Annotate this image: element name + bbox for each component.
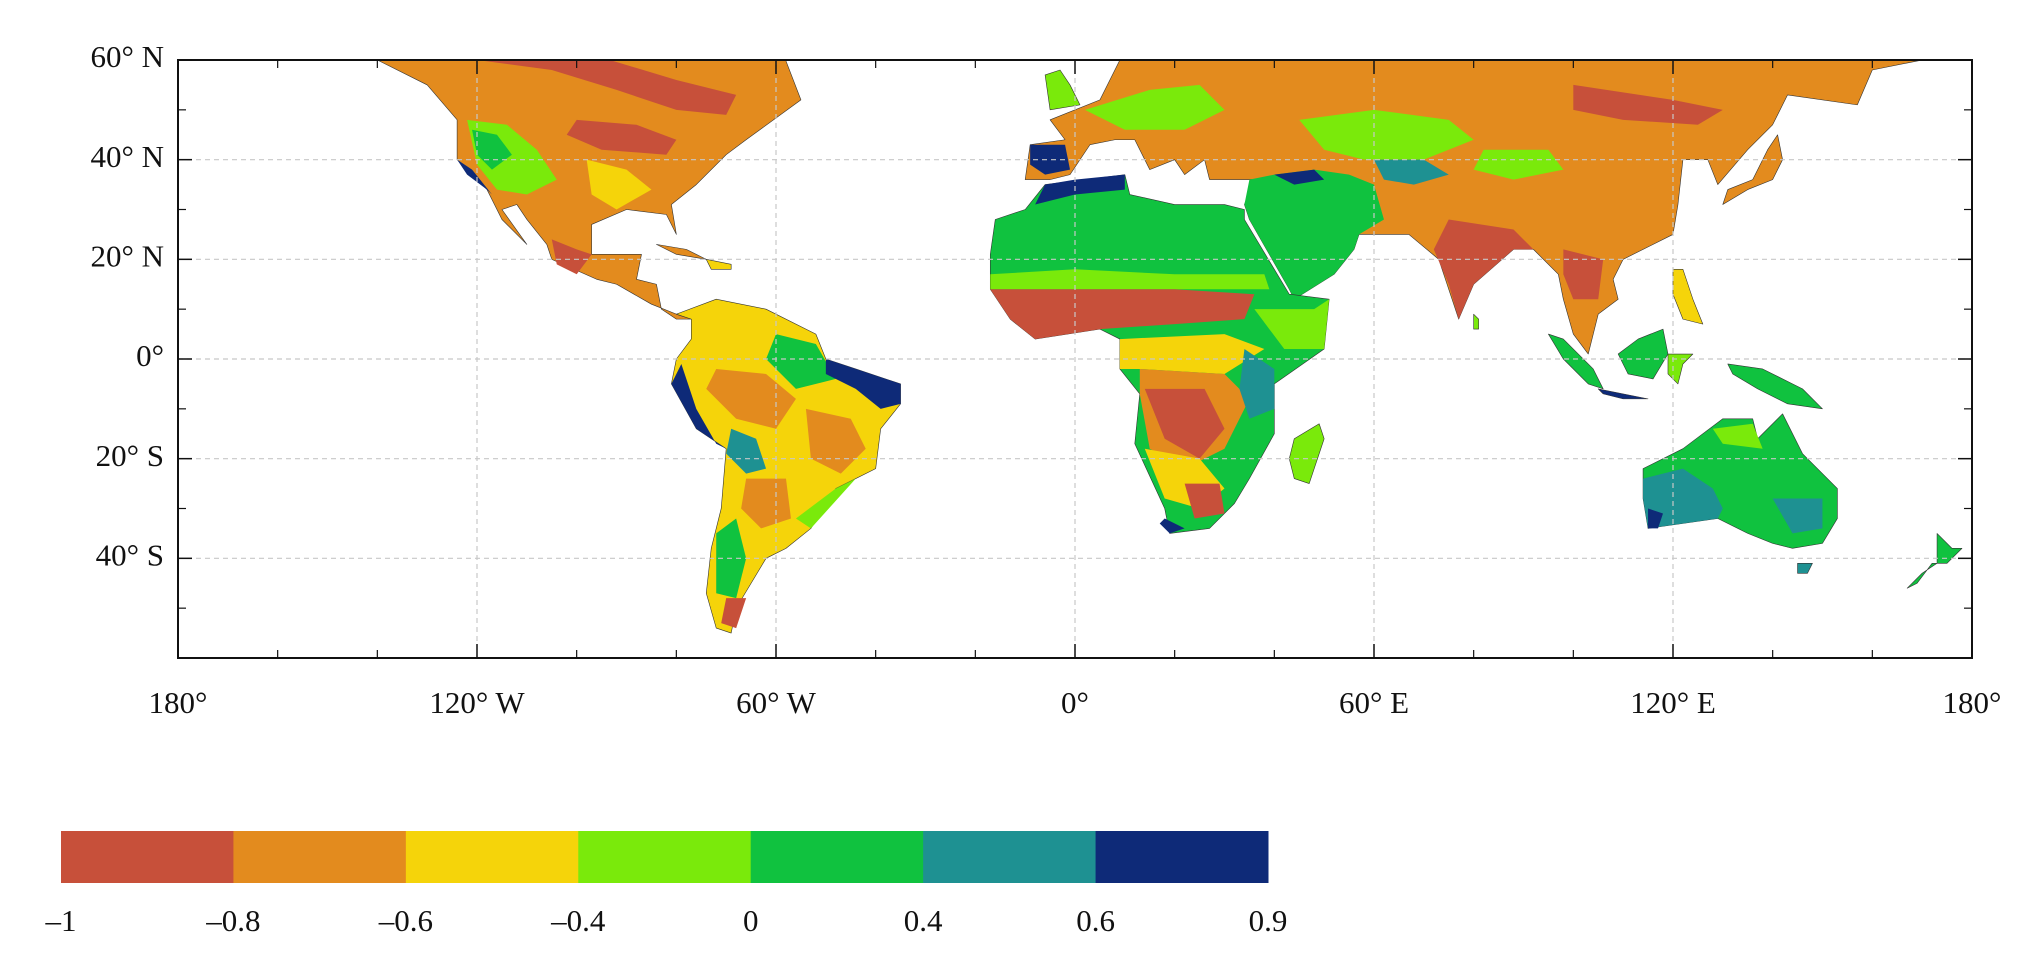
grid (178, 60, 1972, 658)
colorbar-bin (750, 831, 924, 883)
land-patch (805, 408, 866, 474)
new-guinea (1728, 364, 1823, 409)
land-patch (1159, 518, 1185, 534)
land-patch (1030, 144, 1071, 175)
land-patch (721, 598, 747, 629)
land-patch (551, 239, 592, 275)
map-area (228, 20, 1972, 633)
sumatra (1548, 334, 1603, 389)
land-patch (1119, 334, 1265, 374)
y-tick-label: 40° S (96, 537, 164, 572)
land-patch (1254, 299, 1330, 350)
x-tick-label: 120° E (1630, 685, 1716, 720)
land-patch (1035, 174, 1125, 205)
new-zealand (1907, 533, 1962, 588)
land-patch (766, 334, 836, 389)
borneo (1618, 329, 1668, 379)
ticks: 180° 120° W 60° W 0° 60° E 120° E 180° 60° N 40°… (90, 39, 2001, 720)
colorbar-bin (405, 831, 579, 883)
sri-lanka (1474, 314, 1479, 329)
land-patch (586, 159, 652, 210)
madagascar (1289, 424, 1324, 484)
land-patch (1299, 109, 1474, 160)
land-patch (1772, 498, 1823, 534)
x-tick-label: 180° (149, 685, 208, 720)
land-patch (1563, 249, 1604, 300)
tasmania (1798, 563, 1813, 573)
sulawesi (1668, 354, 1693, 384)
land-patch (1373, 159, 1449, 185)
land-patch (457, 159, 492, 195)
island (656, 244, 706, 259)
land (228, 20, 1972, 633)
x-tick-label: 60° E (1339, 685, 1409, 720)
colorbar-bin (233, 831, 407, 883)
land-patch (990, 289, 1255, 340)
land-patch (477, 60, 737, 115)
philippines (1673, 269, 1703, 324)
colorbar-bin (1095, 831, 1269, 883)
y-tick-label: 40° N (90, 139, 164, 174)
x-tick-label: 120° W (429, 685, 525, 720)
japan (1723, 135, 1783, 205)
land-patch (566, 119, 677, 155)
land-patch (1244, 169, 1384, 300)
land-patch (990, 269, 1270, 290)
land-patch (1712, 423, 1763, 449)
colorbar-bin (61, 831, 234, 883)
land-patch (1274, 169, 1325, 185)
y-tick-label: 20° S (96, 438, 164, 473)
land-patch (1239, 349, 1275, 419)
x-tick-label: 0° (1061, 685, 1089, 720)
land-patch (795, 478, 856, 529)
greenland (816, 20, 876, 60)
colorbar: –1 –0.8 –0.6 –0.4 0 0.4 0.6 0.9 (45, 831, 1288, 938)
land-patch (1084, 84, 1225, 130)
land-patch (706, 368, 796, 429)
colorbar-label: –0.4 (550, 903, 606, 938)
land-patch (1433, 219, 1534, 320)
eurasia (1025, 60, 1972, 354)
land-patch (1144, 388, 1225, 459)
land-patch (825, 359, 901, 409)
land-patch (472, 129, 512, 170)
colorbar-label: –0.8 (205, 903, 260, 938)
land-patch (1473, 149, 1564, 180)
island (706, 259, 731, 269)
land-patch (1184, 483, 1225, 519)
colorbar-label: 0.6 (1076, 903, 1115, 938)
colorbar-label: –0.6 (378, 903, 433, 938)
colorbar-bin (923, 831, 1097, 883)
colorbar-label: 0 (743, 903, 759, 938)
colorbar-bin (578, 831, 752, 883)
y-tick-label: 0° (136, 338, 164, 373)
java (1598, 389, 1648, 399)
y-tick-label: 20° N (90, 238, 164, 273)
land-patch (1648, 508, 1663, 529)
colorbar-label: 0.9 (1249, 903, 1288, 938)
x-tick-label: 180° (1943, 685, 2002, 720)
land-patch (671, 363, 727, 449)
y-tick-label: 60° N (90, 39, 164, 74)
land-patch (1573, 84, 1723, 125)
land-patch (726, 428, 767, 474)
colorbar-label: 0.4 (904, 903, 943, 938)
x-tick-label: 60° W (736, 685, 817, 720)
colorbar-label: –1 (45, 903, 77, 938)
land-patch (1643, 468, 1723, 529)
land-patch (741, 478, 791, 529)
